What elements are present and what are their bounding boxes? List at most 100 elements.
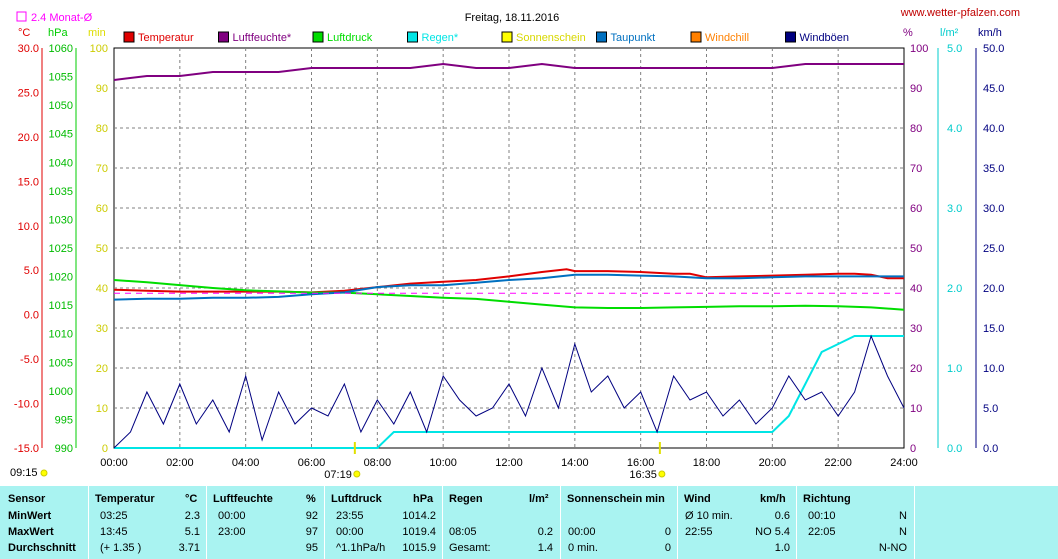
wind-tick-label: 10.0 <box>983 363 1004 375</box>
series-group <box>113 62 905 449</box>
legend-swatch <box>218 31 229 43</box>
legend-label: Luftdruck <box>327 32 373 44</box>
pressure-tick-label: 1025 <box>49 243 73 255</box>
stats-sun-header: Sonnenschein min <box>567 493 665 505</box>
stats-cell-rain-time: Gesamt: <box>449 542 491 554</box>
temp-tick-label: -10.0 <box>14 399 39 411</box>
stats-cell-dir-val: N <box>899 526 907 538</box>
legend-swatch <box>123 31 135 43</box>
pressure-tick-label: 1035 <box>49 186 73 198</box>
legend-swatch <box>312 31 324 43</box>
stats-cell-hum-time: 00:00 <box>218 510 246 522</box>
percent-right-unit: % <box>903 27 913 39</box>
grid <box>114 48 904 448</box>
stats-cell-hum-val: 95 <box>305 542 318 554</box>
sun-icon <box>40 469 48 477</box>
wind-tick-label: 50.0 <box>983 43 1004 55</box>
temp-unit: °C <box>18 27 30 39</box>
x-tick-label: 10:00 <box>429 457 457 469</box>
stats-hum-header: Luftfeuchte <box>213 493 273 505</box>
temp-tick-label: -15.0 <box>14 443 39 455</box>
stats-cell-wind-time: Ø 10 min. <box>685 510 733 522</box>
legend-label: Windböen <box>800 32 850 44</box>
percent-right-tick-label: 10 <box>910 403 922 415</box>
percent-left-tick-label: 100 <box>90 43 108 55</box>
percent-left-tick-label: 80 <box>96 123 108 135</box>
pressure-tick-label: 1055 <box>49 72 73 84</box>
pressure-tick-label: 1060 <box>49 43 73 55</box>
rain-tick-label: 0.0 <box>947 443 962 455</box>
stats-cell-dir-time: 00:10 <box>808 510 836 522</box>
pressure-unit: hPa <box>48 27 68 39</box>
stats-cell-pres-val: 1014.2 <box>402 510 436 522</box>
percent-right-tick-label: 50 <box>910 243 922 255</box>
temp-tick-label: 15.0 <box>18 176 39 188</box>
sun-marks: 07:19 16:35 09:15 <box>10 442 666 481</box>
legend-label: Temperatur <box>138 32 194 44</box>
percent-right-tick-label: 90 <box>910 83 922 95</box>
pressure-tick-label: 1030 <box>49 214 73 226</box>
legend-label: Windchill <box>705 32 749 44</box>
stats-cell-wind-val: NO 5.4 <box>755 526 790 538</box>
legend-swatch <box>596 31 607 43</box>
stats-cell-temp-val: 2.3 <box>184 510 200 522</box>
stats-rain-header: Regen <box>449 493 483 505</box>
series-line-regen <box>114 335 904 449</box>
stats-hum-unit: % <box>306 493 316 505</box>
x-tick-label: 18:00 <box>693 457 721 469</box>
stats-cell-dir-time: 22:05 <box>808 526 836 538</box>
pressure-tick-label: 1010 <box>49 329 73 341</box>
pressure-tick-label: 995 <box>55 414 73 426</box>
percent-right-tick-label: 100 <box>910 43 928 55</box>
x-tick-label: 20:00 <box>759 457 787 469</box>
percent-right-tick-label: 80 <box>910 123 922 135</box>
series-line-luftdruck <box>113 279 905 311</box>
stats-cell-sun-val: 0 <box>664 526 671 538</box>
stats-temp-unit: °C <box>185 493 198 505</box>
wind-tick-label: 35.0 <box>983 163 1004 175</box>
avg-note: 2.4 Monat-Ø <box>31 12 93 24</box>
site-link[interactable]: www.wetter-pfalzen.com <box>900 7 1020 19</box>
percent-left-tick-label: 20 <box>96 363 108 375</box>
stats-wind-header: Wind <box>684 493 711 505</box>
weather-chart: Freitag, 18.11.2016 www.wetter-pfalzen.c… <box>10 7 1020 481</box>
sun-icon <box>353 470 361 478</box>
stats-cell-pres-val: 1019.4 <box>402 526 436 538</box>
rain-unit: l/m² <box>940 27 959 39</box>
x-tick-label: 22:00 <box>824 457 852 469</box>
stats-rain-unit: l/m² <box>529 493 549 505</box>
percent-right-tick-label: 60 <box>910 203 922 215</box>
temp-tick-label: 20.0 <box>18 132 39 144</box>
pressure-tick-label: 1050 <box>49 100 73 112</box>
stats-cell-temp-val: 3.71 <box>178 542 200 554</box>
x-tick-label: 14:00 <box>561 457 589 469</box>
temp-tick-label: 0.0 <box>24 310 39 322</box>
legend: Temperatur Luftfeuchte* Luftdruck Regen* Son… <box>123 31 850 44</box>
stats-cell-hum-time: 23:00 <box>218 526 246 538</box>
legend-label: Sonnenschein <box>516 32 586 44</box>
x-tick-label: 00:00 <box>100 457 128 469</box>
percent-left-unit: min <box>88 27 106 39</box>
stats-cell-temp-time: 13:45 <box>100 526 128 538</box>
percent-right-tick-label: 70 <box>910 163 922 175</box>
percent-left-tick-label: 70 <box>96 163 108 175</box>
rain-tick-label: 1.0 <box>947 363 962 375</box>
x-tick-label: 08:00 <box>364 457 392 469</box>
stats-cell-label: MinWert <box>8 510 52 522</box>
percent-left-tick-label: 30 <box>96 323 108 335</box>
percent-right-tick-label: 20 <box>910 363 922 375</box>
sunrise-time: 07:19 <box>324 469 352 481</box>
stats-dir-header: Richtung <box>803 493 851 505</box>
stats-cell-pres-time: 23:55 <box>336 510 364 522</box>
temp-tick-label: 25.0 <box>18 87 39 99</box>
wind-unit: km/h <box>978 27 1002 39</box>
pressure-tick-label: 1015 <box>49 300 73 312</box>
stats-cell-dir-val: N-NO <box>878 542 907 554</box>
percent-right-tick-label: 30 <box>910 323 922 335</box>
stats-cell-label: Durchschnitt <box>8 542 76 554</box>
legend-swatch <box>501 31 513 43</box>
rain-tick-label: 5.0 <box>947 43 962 55</box>
x-tick-label: 06:00 <box>298 457 326 469</box>
stats-cell-pres-val: 1015.9 <box>402 542 436 554</box>
series-line-luftfeuchte <box>113 62 904 81</box>
